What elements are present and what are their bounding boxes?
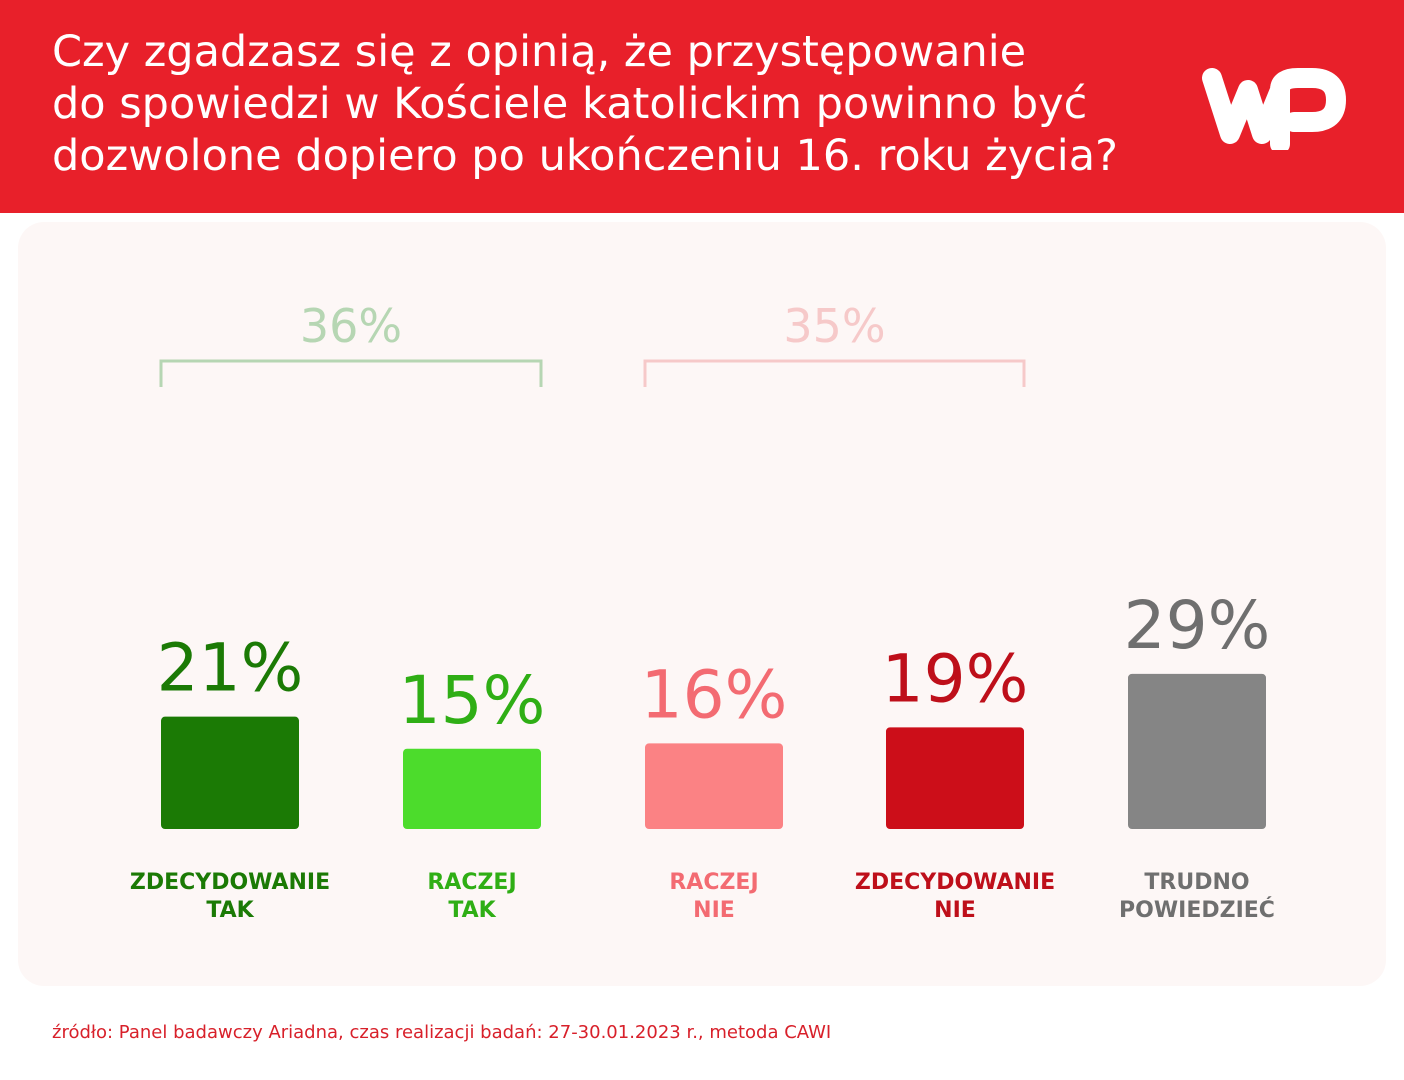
bar-4 <box>886 727 1024 829</box>
category-label-3-line-1: RACZEJ <box>669 870 758 895</box>
value-label-2: 15% <box>399 662 546 739</box>
bar-5 <box>1128 673 1266 829</box>
bar-3 <box>645 743 783 829</box>
category-label-4-line-1: ZDECYDOWANIE <box>855 870 1055 895</box>
category-label-1-line-2: TAK <box>206 898 254 923</box>
bar-chart: 21% ZDECYDOWANIE TAK 15% RACZEJ TAK 16% RACZEJ N… <box>130 299 1275 923</box>
category-label-3-line-2: NIE <box>693 898 735 923</box>
group-bracket-1 <box>159 359 543 387</box>
value-label-3: 16% <box>641 656 788 733</box>
wp-logo-icon <box>1202 68 1346 150</box>
value-label-4: 19% <box>882 640 1029 717</box>
category-label-1-line-1: ZDECYDOWANIE <box>130 870 330 895</box>
value-label-1: 21% <box>157 630 304 707</box>
group-bracket-2 <box>643 359 1026 387</box>
page-title: Czy zgadzasz się z opinią, że przystępow… <box>52 26 1192 182</box>
category-label-2-line-2: TAK <box>448 898 496 923</box>
group-total-label-1: 36% <box>300 299 402 353</box>
header-banner: Czy zgadzasz się z opinią, że przystępow… <box>0 0 1404 213</box>
category-label-5-line-1: TRUDNO <box>1144 870 1249 895</box>
category-label-5-line-2: POWIEDZIEĆ <box>1119 897 1275 923</box>
value-label-5: 29% <box>1124 587 1271 664</box>
source-note: źródło: Panel badawczy Ariadna, czas rea… <box>52 1022 832 1043</box>
title-line-3: dozwolone dopiero po ukończeniu 16. roku… <box>52 131 1118 181</box>
title-line-2: do spowiedzi w Kościele katolickim powin… <box>52 79 1088 129</box>
bar-2 <box>403 748 541 829</box>
chart-panel <box>18 222 1386 986</box>
title-line-1: Czy zgadzasz się z opinią, że przystępow… <box>52 27 1027 77</box>
bar-1 <box>161 716 299 829</box>
category-label-4-line-2: NIE <box>934 898 976 923</box>
category-label-2-line-1: RACZEJ <box>427 870 516 895</box>
group-total-label-2: 35% <box>783 299 885 353</box>
